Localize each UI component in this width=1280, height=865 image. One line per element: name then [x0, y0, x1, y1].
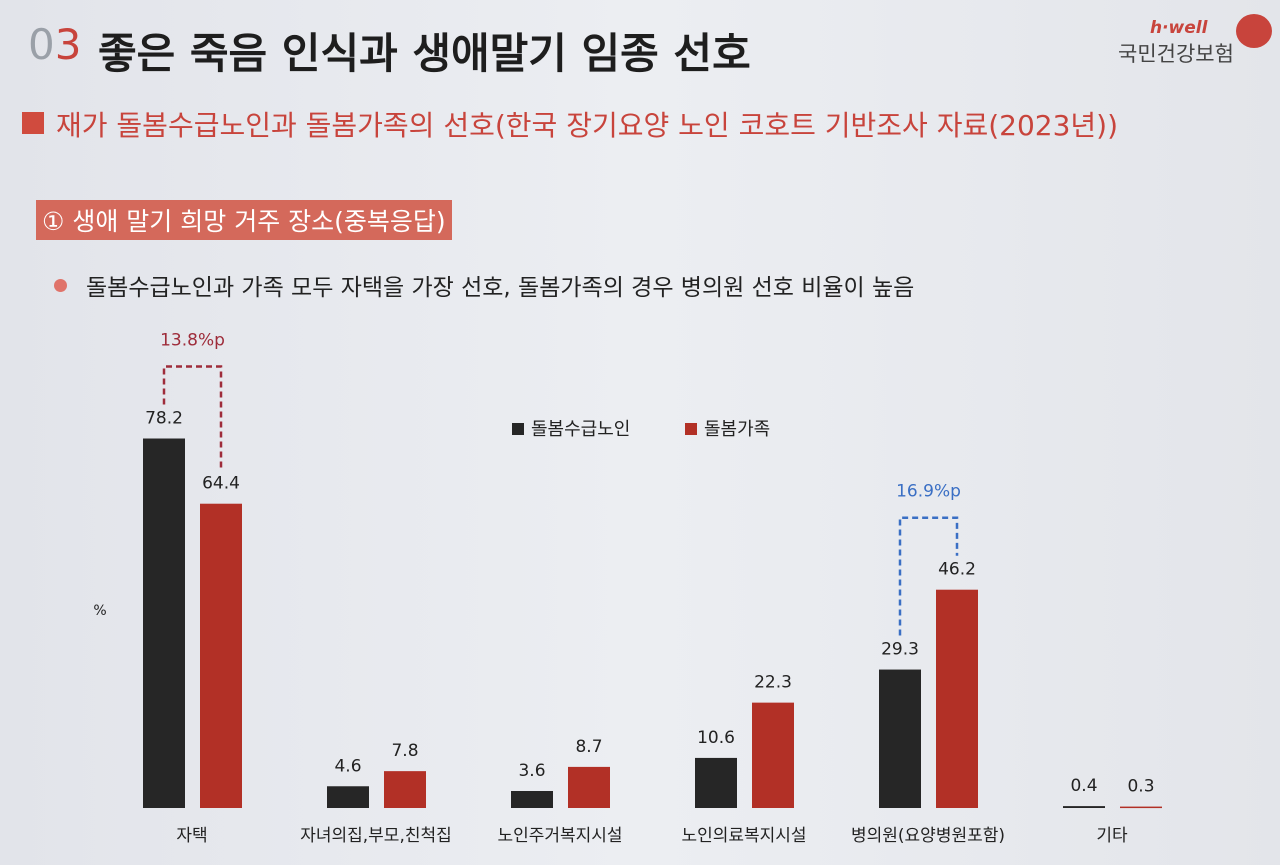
value-label: 4.6 — [334, 756, 361, 776]
bar — [511, 790, 553, 808]
bar — [327, 786, 369, 808]
subsection-title: ① 생애 말기 희망 거주 장소(중복응답) — [36, 200, 452, 240]
x-tick-label: 기타 — [1096, 826, 1128, 846]
bar — [143, 438, 185, 808]
x-tick-label: 병의원(요양병원포함) — [851, 826, 1005, 846]
bar — [1063, 806, 1105, 808]
value-label: 78.2 — [145, 409, 183, 429]
slide-title: 좋은 죽음 인식과 생애말기 임종 선호 — [98, 29, 751, 78]
value-label: 0.3 — [1127, 777, 1154, 797]
bar — [1120, 806, 1162, 809]
value-label: 22.3 — [754, 673, 792, 693]
section-number: 03 — [28, 20, 82, 69]
annotation: 13.8%p — [160, 331, 225, 351]
value-label: 46.2 — [938, 560, 976, 580]
bar — [936, 589, 978, 808]
value-label: 64.4 — [202, 474, 240, 494]
logo-bottom: 국민건강보험 — [1118, 42, 1234, 66]
bracket — [898, 516, 959, 636]
bar — [752, 702, 794, 808]
y-axis-label: % — [93, 603, 106, 619]
x-tick-label: 자녀의집,부모,친척집 — [300, 826, 452, 846]
bar — [695, 757, 737, 808]
legend-label: 돌봄수급노인 — [531, 419, 630, 440]
bar — [879, 669, 921, 808]
legend-swatch — [685, 423, 697, 435]
value-label: 29.3 — [881, 640, 919, 660]
bar — [568, 766, 610, 808]
legend-swatch — [512, 423, 524, 435]
value-label: 7.8 — [391, 741, 418, 761]
bullet-text: 돌봄수급노인과 가족 모두 자택을 가장 선호, 돌봄가족의 경우 병의원 선호… — [86, 275, 915, 301]
bar — [384, 771, 426, 808]
annotation: 16.9%p — [896, 482, 961, 502]
legend-label: 돌봄가족 — [704, 419, 770, 440]
x-tick-label: 노인의료복지시설 — [681, 826, 806, 846]
value-label: 0.4 — [1070, 776, 1097, 796]
bar — [200, 503, 242, 808]
logo-icon — [1236, 14, 1272, 48]
x-tick-label: 자택 — [176, 826, 207, 846]
x-tick-label: 노인주거복지시설 — [497, 826, 622, 846]
section-marker — [22, 112, 44, 134]
logo-top: h·well — [1150, 18, 1208, 38]
value-label: 10.6 — [697, 728, 735, 748]
bullet-dot — [54, 279, 67, 292]
value-label: 8.7 — [575, 737, 602, 757]
value-label: 3.6 — [518, 761, 545, 781]
section-title: 재가 돌봄수급노인과 돌봄가족의 선호(한국 장기요양 노인 코호트 기반조사 … — [56, 109, 1118, 142]
